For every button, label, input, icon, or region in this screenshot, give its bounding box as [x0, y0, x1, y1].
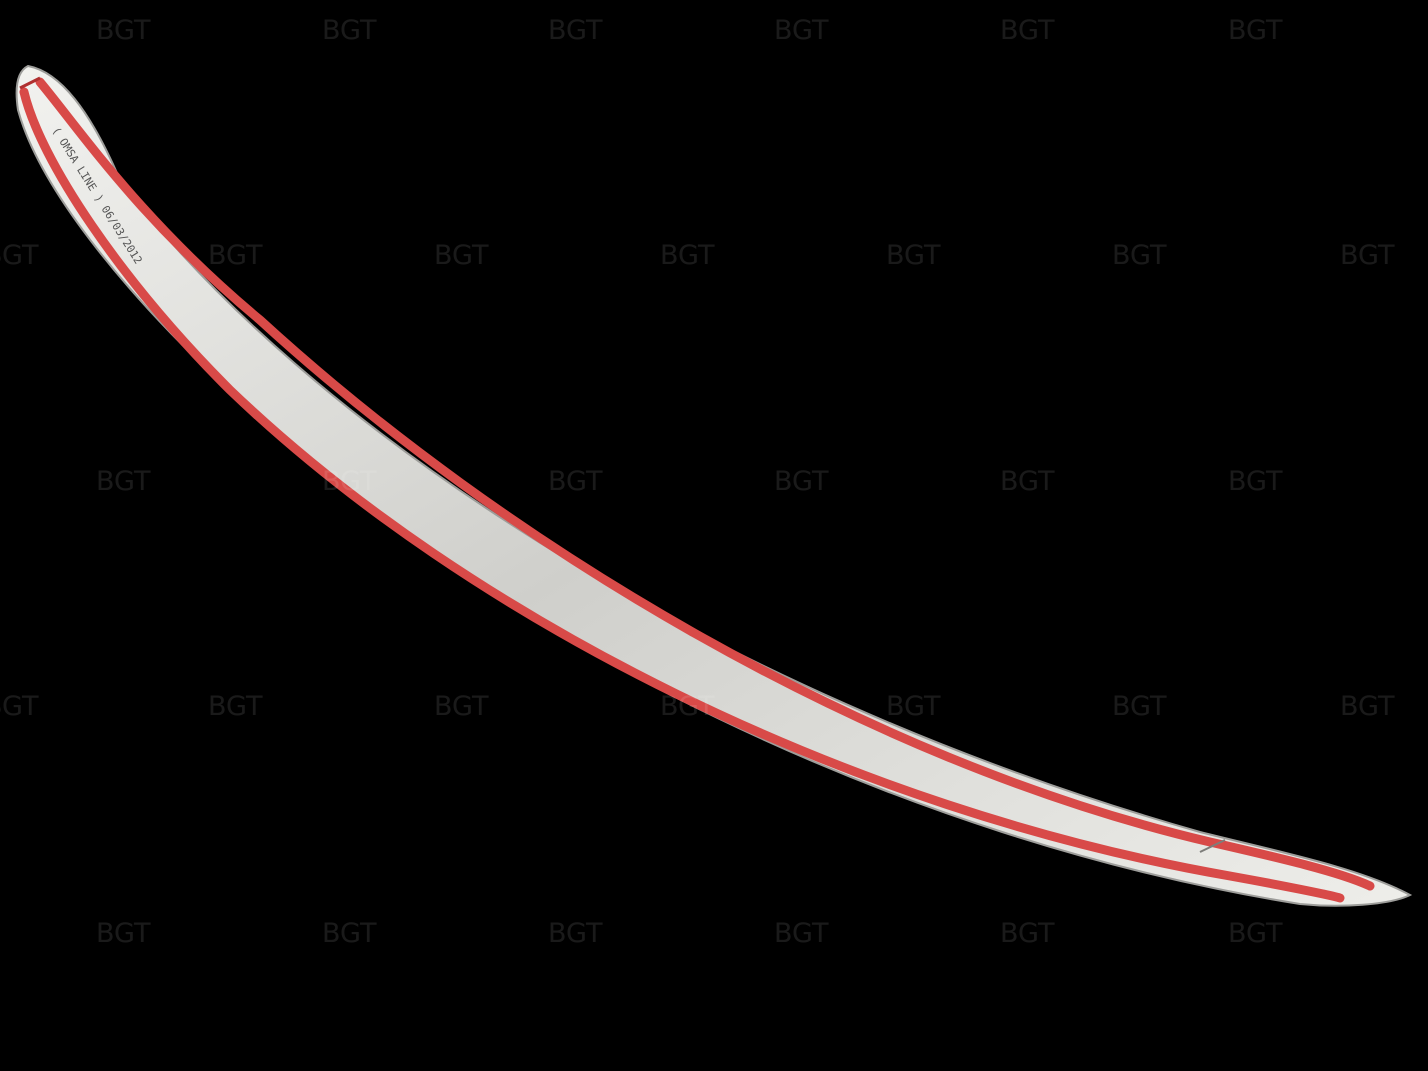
watermark-text: BGT [886, 240, 941, 271]
watermark-text: BGT [322, 466, 377, 497]
watermark-text: BGT [0, 240, 39, 271]
watermark-text: BGT [886, 691, 941, 722]
watermark-text: BGT [1340, 691, 1395, 722]
watermark-text: BGT [434, 240, 489, 271]
watermark-text: BGT [548, 466, 603, 497]
watermark-text: BGT [96, 918, 151, 949]
watermark-text: BGT [774, 918, 829, 949]
watermark-text: BGT [774, 15, 829, 46]
watermark-text: BGT [660, 691, 715, 722]
watermark-text: BGT [434, 691, 489, 722]
tip-cut-left [19, 76, 41, 90]
watermark-text: BGT [208, 240, 263, 271]
watermark-text: BGT [0, 691, 39, 722]
watermark-text: BGT [322, 918, 377, 949]
watermark-text: BGT [208, 691, 263, 722]
watermark-text: BGT [1112, 240, 1167, 271]
red-tape-inner [35, 77, 1375, 891]
watermark-text: BGT [1000, 918, 1055, 949]
watermark-text: BGT [1000, 15, 1055, 46]
watermark-text: BGT [660, 240, 715, 271]
watermark-text: BGT [548, 15, 603, 46]
watermark-text: BGT [96, 466, 151, 497]
chrome-strip-body [15, 64, 1413, 907]
watermark-text: BGT [1228, 466, 1283, 497]
watermark-text: BGT [548, 918, 603, 949]
watermark-text: BGT [1228, 15, 1283, 46]
watermark-text: BGT [96, 15, 151, 46]
red-tape-outer [19, 87, 1345, 903]
watermark-text: BGT [1000, 466, 1055, 497]
watermark-text: BGT [1340, 240, 1395, 271]
watermark-text: BGT [1228, 918, 1283, 949]
watermark-text: BGT [1112, 691, 1167, 722]
tip-cut-right [1199, 839, 1226, 853]
watermark-text: BGT [774, 466, 829, 497]
watermark-text: BGT [322, 15, 377, 46]
